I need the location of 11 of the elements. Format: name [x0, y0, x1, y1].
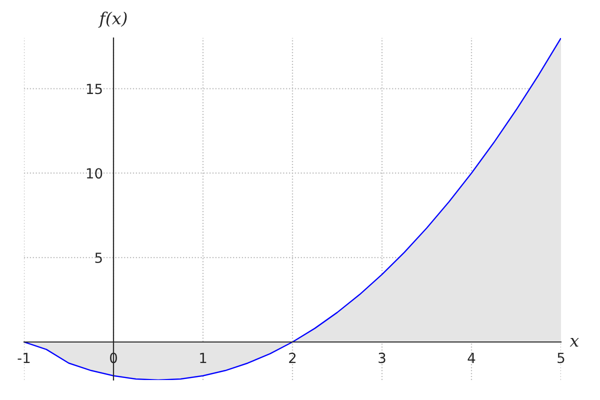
x-tick-label: 5 [558, 352, 564, 364]
x-tick-label: 3 [378, 352, 386, 364]
y-tick-label: 15 [86, 84, 102, 94]
x-tick-label: 1 [200, 352, 206, 363]
x-tick-label: -1 [18, 352, 30, 363]
y-axis-title: f(x) [98, 12, 127, 28]
y-tick-label: 10 [86, 168, 102, 179]
x-tick-label: 2 [289, 352, 296, 363]
x-axis-title: x [570, 338, 579, 347]
y-tick-label: 5 [95, 252, 102, 264]
x-tick-label: 4 [468, 352, 476, 363]
